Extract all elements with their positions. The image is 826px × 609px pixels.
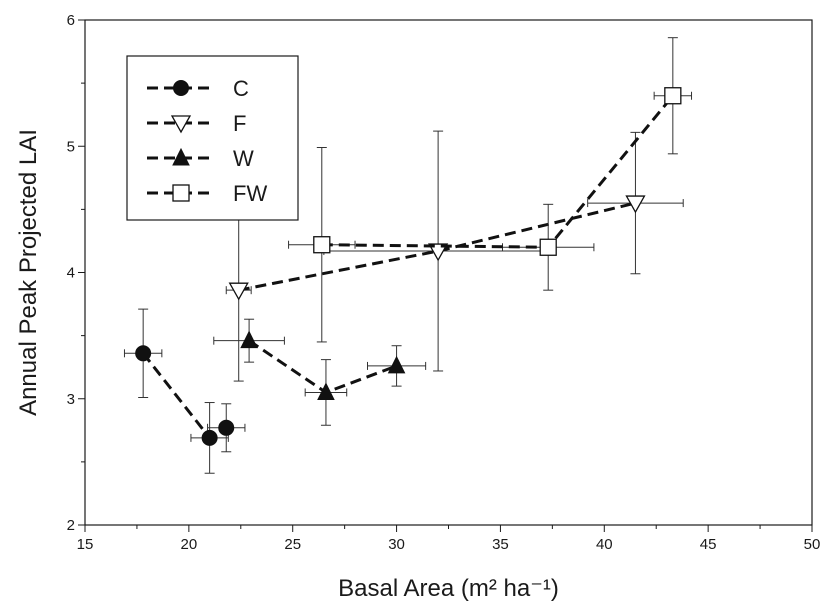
x-axis-title: Basal Area (m² ha⁻¹) xyxy=(338,575,559,602)
data-point xyxy=(218,419,235,436)
series-c xyxy=(123,308,246,474)
y-tick-label: 2 xyxy=(67,517,75,534)
legend-item-c: C xyxy=(147,76,249,101)
x-tick-label: 25 xyxy=(284,536,301,553)
x-tick-label: 35 xyxy=(492,536,509,553)
legend-item-fw: FW xyxy=(147,181,267,206)
data-point xyxy=(313,236,331,254)
series-line xyxy=(248,339,398,395)
x-tick-label: 45 xyxy=(700,536,717,553)
data-point xyxy=(625,195,646,214)
data-point xyxy=(240,330,258,349)
legend-label: C xyxy=(233,76,249,101)
data-point xyxy=(228,282,249,301)
data-point xyxy=(387,355,406,374)
y-tick-label: 6 xyxy=(67,12,75,29)
data-point xyxy=(539,238,557,256)
series-line xyxy=(321,94,674,249)
legend-marker xyxy=(170,115,192,134)
legend-item-w: W xyxy=(147,146,254,171)
legend-marker xyxy=(173,80,189,96)
legend-item-f: F xyxy=(147,111,246,136)
legend-label: F xyxy=(233,111,246,136)
legend-box xyxy=(126,55,299,221)
data-point xyxy=(664,87,682,105)
y-tick-label: 3 xyxy=(67,391,75,408)
legend-label: W xyxy=(233,146,254,171)
legend-marker xyxy=(172,184,190,202)
legend-label: FW xyxy=(233,181,267,206)
x-tick-label: 15 xyxy=(77,536,94,553)
series-w xyxy=(213,318,427,426)
data-point xyxy=(428,243,449,262)
x-tick-label: 30 xyxy=(388,536,405,553)
data-point xyxy=(201,429,218,446)
x-tick-label: 50 xyxy=(804,536,821,553)
x-tick-label: 40 xyxy=(596,536,613,553)
series-fw xyxy=(288,37,693,343)
data-point xyxy=(317,382,335,400)
y-tick-label: 5 xyxy=(67,138,75,155)
series-layer xyxy=(123,37,693,474)
y-tick-label: 4 xyxy=(67,265,75,282)
series-line xyxy=(141,352,228,440)
x-tick-label: 20 xyxy=(181,536,198,553)
data-point xyxy=(135,345,152,362)
legend-marker xyxy=(172,147,190,166)
y-axis-title: Annual Peak Projected LAI xyxy=(15,129,42,416)
